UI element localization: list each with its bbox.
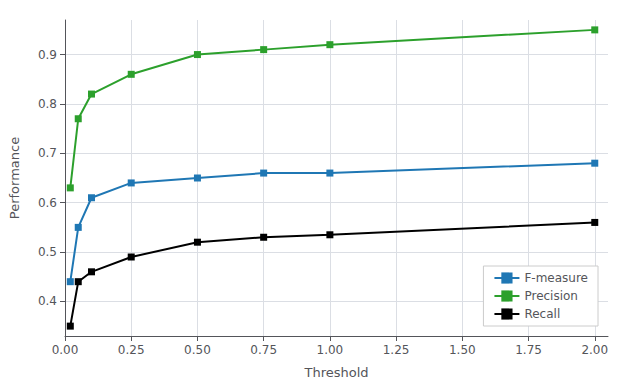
svg-text:Recall: Recall — [524, 307, 560, 321]
svg-text:0.25: 0.25 — [118, 343, 145, 357]
svg-text:1.25: 1.25 — [383, 343, 410, 357]
svg-text:0.4: 0.4 — [38, 294, 57, 308]
svg-text:0.7: 0.7 — [38, 146, 57, 160]
svg-text:2.00: 2.00 — [581, 343, 608, 357]
svg-text:0.00: 0.00 — [52, 343, 79, 357]
svg-text:1.50: 1.50 — [449, 343, 476, 357]
svg-text:F-measure: F-measure — [524, 271, 588, 285]
svg-text:1.00: 1.00 — [317, 343, 344, 357]
svg-text:Precision: Precision — [524, 289, 578, 303]
svg-text:0.5: 0.5 — [38, 245, 57, 259]
svg-text:Performance: Performance — [7, 137, 22, 219]
svg-text:0.50: 0.50 — [184, 343, 211, 357]
svg-text:0.8: 0.8 — [38, 97, 57, 111]
svg-text:Threshold: Threshold — [303, 365, 368, 380]
svg-text:0.75: 0.75 — [250, 343, 277, 357]
svg-text:0.9: 0.9 — [38, 48, 57, 62]
svg-text:0.6: 0.6 — [38, 196, 57, 210]
svg-text:1.75: 1.75 — [515, 343, 542, 357]
